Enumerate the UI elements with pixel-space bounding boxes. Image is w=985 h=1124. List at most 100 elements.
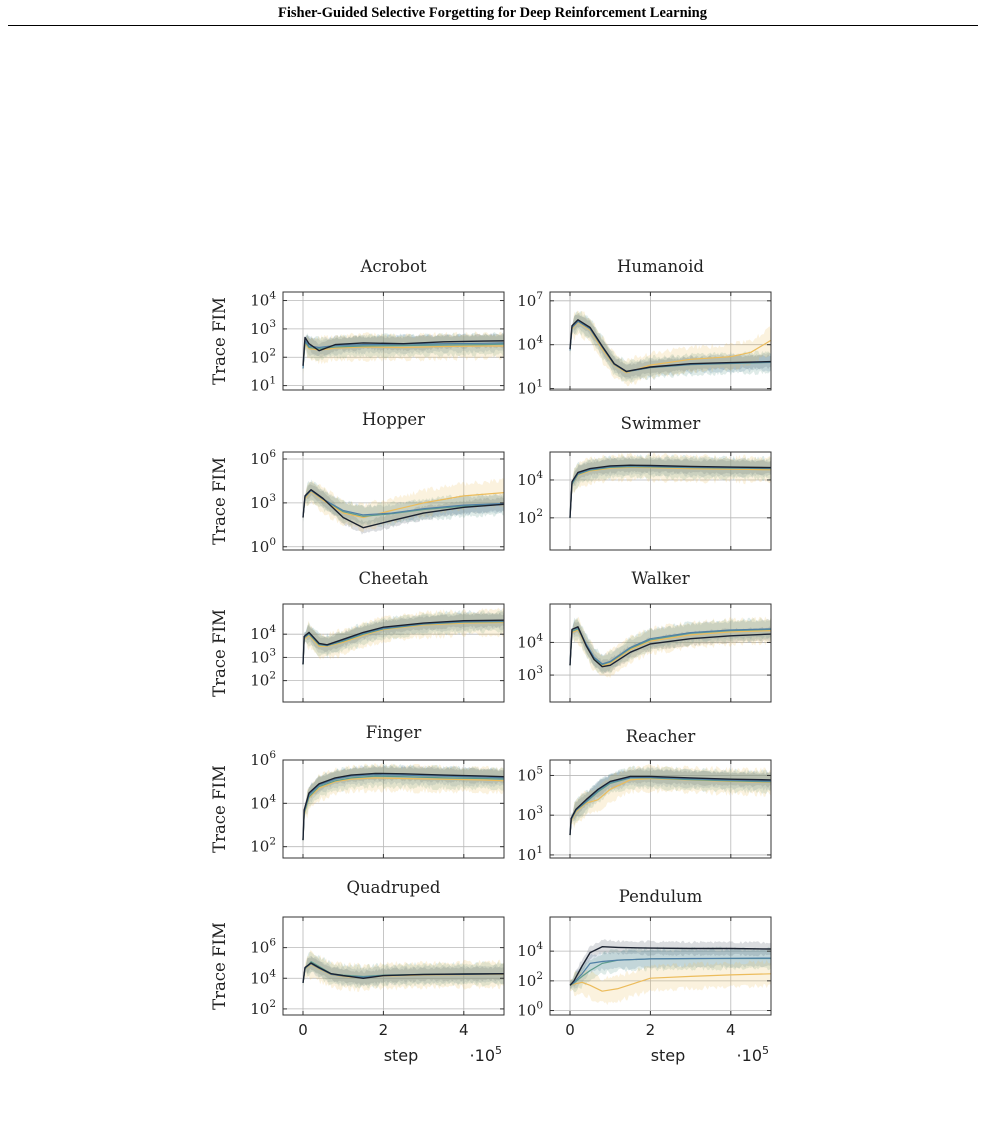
series-band: [570, 763, 771, 839]
x-tick-label: 4: [459, 1021, 469, 1039]
page-header: Fisher-Guided Selective Forgetting for D…: [277, 5, 707, 21]
chart-panel-quadruped: 106 104 102 0 2 4 Quadruped Trace FIM step ·105: [210, 878, 505, 1065]
plot-area: [569, 452, 771, 525]
y-tick-label: 102: [517, 507, 543, 527]
panel-title: Finger: [366, 723, 422, 742]
chart-panel-reacher: 105 103 101 Reacher: [517, 727, 772, 864]
y-tick-label: 107: [517, 290, 543, 310]
axis-frame: [282, 916, 505, 1016]
axis-frame: [549, 291, 772, 391]
x-axis-label: step: [384, 1046, 419, 1065]
axis-frame: [282, 291, 505, 391]
panel-title: Walker: [631, 569, 689, 588]
chart-panel-cheetah: 104 103 102 Cheetah Trace FIM: [210, 569, 505, 703]
series-band: [570, 311, 771, 383]
series-line: [569, 775, 771, 836]
y-tick-label: 106: [250, 448, 276, 468]
series-line: [302, 772, 504, 841]
series-band: [303, 765, 504, 842]
series-band: [303, 956, 504, 986]
y-tick-label: 106: [250, 749, 276, 769]
chart-panel-pendulum: 104 102 100 0 2 4 Pendulum step ·105: [517, 887, 772, 1065]
x-axis-multiplier: ·105: [470, 1044, 502, 1065]
series-band: [570, 615, 771, 678]
series-line: [302, 489, 504, 529]
panel-title: Pendulum: [619, 887, 703, 906]
panel-title: Hopper: [362, 410, 425, 429]
y-tick-label: 103: [517, 804, 543, 824]
series-line: [569, 629, 771, 667]
series-line: [569, 973, 771, 992]
axis-frame: [282, 603, 505, 703]
chart-panel-walker: 104 103 Walker: [517, 569, 772, 703]
chart-panel-acrobot: 104 103 102 101 Acrobot Trace FIM: [210, 257, 505, 395]
header-rule: [8, 25, 978, 26]
series-line: [302, 619, 504, 665]
series-band: [303, 611, 504, 668]
series-band: [303, 609, 504, 671]
x-axis-label: step: [651, 1046, 686, 1065]
x-axis-multiplier: ·105: [737, 1044, 769, 1065]
series-band: [570, 939, 771, 988]
series-line: [302, 490, 504, 519]
series-band: [570, 454, 771, 525]
axis-frame: [282, 759, 505, 859]
y-tick-label: 102: [250, 998, 276, 1018]
series-band: [303, 955, 504, 988]
series-line: [569, 627, 771, 666]
y-tick-label: 104: [517, 469, 543, 489]
plot-area: [302, 478, 504, 535]
series-band: [303, 950, 504, 992]
series-line: [302, 962, 504, 983]
series-line: [569, 321, 771, 374]
series-band: [570, 959, 771, 1006]
series-band: [303, 331, 504, 376]
y-tick-label: 104: [250, 623, 276, 643]
y-tick-label: 102: [517, 970, 543, 990]
y-axis-label: Trace FIM: [210, 922, 229, 1010]
y-tick-label: 104: [517, 940, 543, 960]
y-axis-label: Trace FIM: [210, 609, 229, 697]
y-tick-label: 101: [250, 375, 276, 395]
y-tick-label: 103: [250, 492, 276, 512]
plot-area: [302, 950, 504, 992]
plot-area: [569, 310, 771, 387]
series-band: [570, 765, 771, 838]
panel-title: Quadruped: [347, 878, 441, 897]
series-band: [303, 478, 504, 533]
x-tick-label: 2: [379, 1021, 389, 1039]
y-tick-label: 102: [250, 670, 276, 690]
panel-title: Acrobot: [359, 257, 426, 276]
y-tick-label: 103: [517, 664, 543, 684]
y-tick-label: 104: [250, 967, 276, 987]
series-line: [569, 946, 771, 986]
plot-area: [569, 763, 771, 840]
series-line: [569, 957, 771, 986]
axis-frame: [549, 451, 772, 551]
chart-panel-hopper: 106 103 100 Hopper Trace FIM: [210, 410, 505, 556]
x-tick-label: 0: [565, 1021, 575, 1039]
chart-panel-humanoid: 107 104 101 Humanoid: [517, 257, 772, 398]
y-tick-label: 104: [517, 631, 543, 651]
y-axis-label: Trace FIM: [210, 765, 229, 853]
x-tick-label: 2: [646, 1021, 656, 1039]
panel-title: Reacher: [626, 727, 696, 746]
series-line: [302, 339, 504, 369]
series-line: [302, 341, 504, 369]
series-line: [569, 319, 771, 373]
axis-frame: [549, 916, 772, 1016]
panel-title: Cheetah: [359, 569, 429, 588]
chart-panel-swimmer: 104 102 Swimmer: [517, 414, 772, 551]
y-tick-label: 105: [517, 764, 543, 784]
series-line: [302, 343, 504, 369]
panel-title: Swimmer: [621, 414, 701, 433]
y-tick-label: 102: [250, 346, 276, 366]
y-tick-label: 104: [250, 290, 276, 310]
y-tick-label: 106: [250, 937, 276, 957]
series-band: [570, 456, 771, 522]
plot-area: [569, 615, 771, 678]
series-band: [570, 312, 771, 379]
y-tick-label: 104: [517, 334, 543, 354]
y-tick-label: 103: [250, 646, 276, 666]
